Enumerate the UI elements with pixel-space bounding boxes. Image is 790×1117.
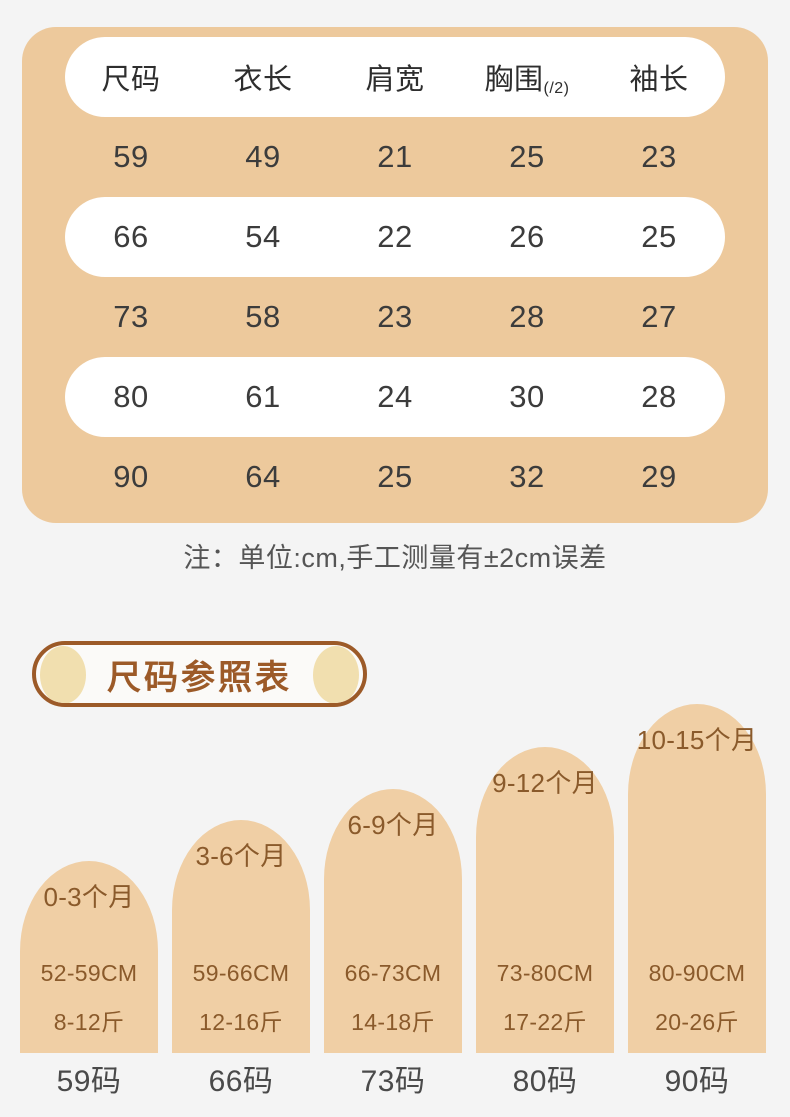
- cell-sleeve: 25: [641, 219, 677, 254]
- table-row: 90 64 25 32 29: [65, 437, 725, 517]
- cell-shoulder: 24: [377, 379, 413, 414]
- cell-length: 61: [245, 379, 281, 414]
- column-header-bust-label: 胸围: [484, 64, 544, 96]
- bar-size-label: 80码: [512, 1065, 578, 1098]
- bar-weight-range: 8-12斤: [53, 1009, 125, 1035]
- badge-right-dot-icon: [313, 646, 359, 703]
- bar-height-range: 59-66CM: [192, 960, 290, 986]
- cell-sleeve: 28: [641, 379, 677, 414]
- bar-size-label: 59码: [56, 1065, 122, 1098]
- bar-shape: 9-12个月 73-80CM 17-22斤: [476, 747, 614, 1053]
- table-row: 59 49 21 25 23: [65, 117, 725, 197]
- bar-height-range: 52-59CM: [40, 960, 138, 986]
- bar-measurements: 80-90CM 20-26斤: [628, 960, 766, 1037]
- cell-size: 59: [113, 139, 149, 174]
- bar-shape: 0-3个月 52-59CM 8-12斤: [20, 861, 158, 1053]
- size-table-panel: 尺码 衣长 肩宽 胸围(/2) 袖长 59 49 21 25 23 66 54 …: [22, 27, 768, 523]
- column-header-length: 衣长: [233, 64, 293, 96]
- bar-shape: 3-6个月 59-66CM 12-16斤: [172, 820, 310, 1053]
- table-row: 80 61 24 30 28: [65, 357, 725, 437]
- cell-size: 73: [113, 299, 149, 334]
- cell-length: 64: [245, 459, 281, 494]
- cell-size: 90: [113, 459, 149, 494]
- cell-shoulder: 21: [377, 139, 413, 174]
- column-header-size: 尺码: [101, 64, 161, 96]
- bar-height-range: 66-73CM: [344, 960, 442, 986]
- bar-weight-range: 17-22斤: [503, 1009, 587, 1035]
- cell-sleeve: 29: [641, 459, 677, 494]
- cell-shoulder: 25: [377, 459, 413, 494]
- table-row: 66 54 22 26 25: [65, 197, 725, 277]
- column-header-bust: 胸围(/2): [461, 56, 593, 98]
- bar-shape: 10-15个月 80-90CM 20-26斤: [628, 704, 766, 1053]
- cell-size: 66: [113, 219, 149, 254]
- bar-measurements: 66-73CM 14-18斤: [324, 960, 462, 1037]
- size-reference-bar-chart: 0-3个月 52-59CM 8-12斤 59码 3-6个月 59-66CM 12…: [0, 630, 790, 1110]
- cell-shoulder: 22: [377, 219, 413, 254]
- bar-shape: 6-9个月 66-73CM 14-18斤: [324, 789, 462, 1053]
- bar-months-label: 9-12个月: [492, 768, 598, 798]
- bar-months-label: 6-9个月: [347, 810, 439, 840]
- bar-height-range: 73-80CM: [496, 960, 594, 986]
- bar-weight-range: 20-26斤: [655, 1009, 739, 1035]
- column-header-bust-superscript: (/2): [543, 80, 570, 97]
- bar-weight-range: 14-18斤: [351, 1009, 435, 1035]
- cell-bust: 28: [509, 299, 545, 334]
- table-row: 73 58 23 28 27: [65, 277, 725, 357]
- cell-bust: 30: [509, 379, 545, 414]
- bar-size-label: 90码: [664, 1065, 730, 1098]
- table-header-row: 尺码 衣长 肩宽 胸围(/2) 袖长: [65, 37, 725, 117]
- section-title-label: 尺码参照表: [107, 657, 292, 698]
- column-header-shoulder: 肩宽: [365, 64, 425, 96]
- section-title-badge: 尺码参照表: [32, 641, 367, 707]
- bar-measurements: 73-80CM 17-22斤: [476, 960, 614, 1037]
- cell-length: 49: [245, 139, 281, 174]
- cell-length: 54: [245, 219, 281, 254]
- column-header-sleeve: 袖长: [629, 64, 689, 96]
- bar-months-label: 0-3个月: [43, 882, 135, 912]
- badge-left-dot-icon: [40, 646, 86, 703]
- bar-height-range: 80-90CM: [648, 960, 746, 986]
- bar-measurements: 52-59CM 8-12斤: [20, 960, 158, 1037]
- bar-size-label: 73码: [360, 1065, 426, 1098]
- bar-months-label: 10-15个月: [636, 725, 758, 755]
- cell-bust: 26: [509, 219, 545, 254]
- cell-shoulder: 23: [377, 299, 413, 334]
- cell-bust: 25: [509, 139, 545, 174]
- measurement-note: 注：单位:cm,手工测量有±2cm误差: [183, 543, 607, 573]
- bar-measurements: 59-66CM 12-16斤: [172, 960, 310, 1037]
- cell-length: 58: [245, 299, 281, 334]
- cell-sleeve: 27: [641, 299, 677, 334]
- cell-sleeve: 23: [641, 139, 677, 174]
- bar-size-label: 66码: [208, 1065, 274, 1098]
- bar-weight-range: 12-16斤: [199, 1009, 283, 1035]
- bar-months-label: 3-6个月: [195, 841, 287, 871]
- cell-bust: 32: [509, 459, 545, 494]
- cell-size: 80: [113, 379, 149, 414]
